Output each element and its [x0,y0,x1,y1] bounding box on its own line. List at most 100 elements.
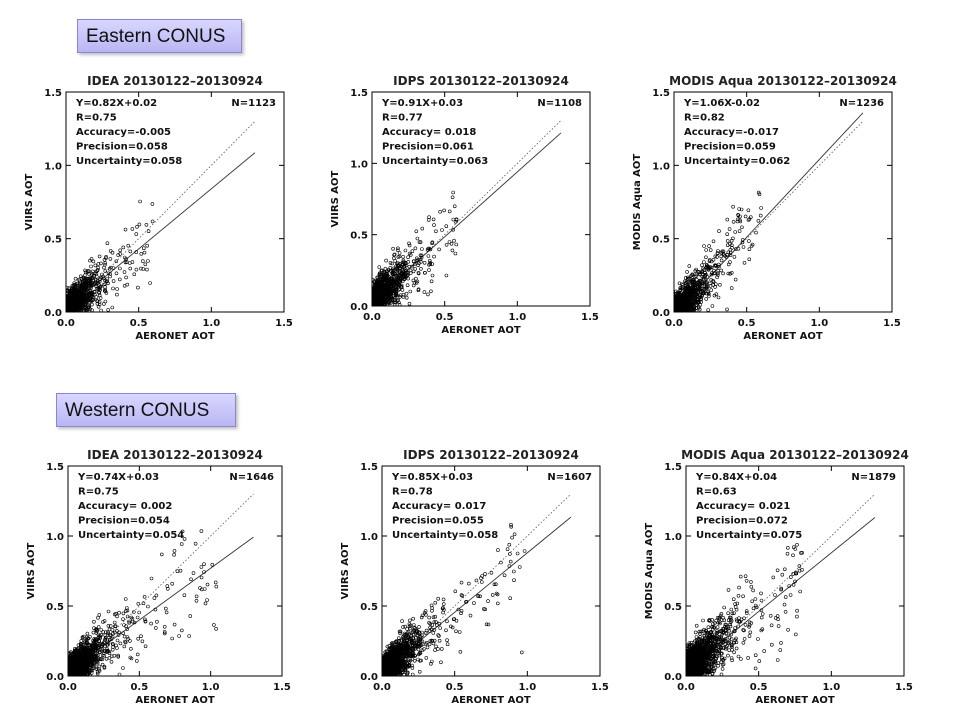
data-point [66,285,69,290]
data-point [737,229,742,233]
data-point [385,298,389,302]
data-point [410,249,415,253]
data-point [374,281,379,286]
data-point [146,229,151,233]
data-point [415,258,420,262]
data-point [90,308,94,312]
data-point [398,262,403,266]
data-point [393,296,398,300]
data-point [135,225,139,229]
data-point [414,229,419,234]
stats-line: Y=1.06X-0.02 [683,98,760,109]
data-point [66,295,69,300]
data-point [128,249,133,254]
data-point [437,247,441,252]
y-axis-label: VIIRS AOT [24,174,35,231]
data-point [96,632,101,637]
stats-line: Y=0.91X+0.03 [381,98,463,109]
data-point [743,214,748,219]
data-point [756,219,761,223]
data-point [131,619,135,624]
data-point [687,276,692,281]
data-point [689,301,694,306]
data-point [728,260,732,264]
data-point [402,263,407,268]
data-point [725,239,730,243]
data-point [729,286,734,290]
data-point [429,279,434,284]
data-point [711,271,716,276]
data-point [392,252,397,257]
data-point [377,294,382,299]
data-point [694,272,698,277]
data-point [681,283,685,287]
data-point [390,289,395,293]
data-point [707,259,712,263]
data-point [96,262,101,266]
x-tick-label: 1.0 [508,312,526,323]
data-point [379,288,384,292]
data-point [380,278,384,282]
y-tick-label: 0.0 [652,308,670,319]
data-point [719,268,723,273]
data-point [426,218,431,222]
data-point [214,584,219,589]
data-point [385,269,390,273]
data-point [706,308,710,312]
data-point [108,257,113,261]
data-point [420,247,424,251]
data-point [452,238,456,243]
data-point [716,271,720,275]
data-point [199,529,204,533]
data-point [97,293,102,298]
data-point [417,240,422,244]
data-point [403,248,408,253]
data-point [115,292,119,297]
data-point [410,264,414,269]
data-point [104,255,108,259]
data-point [707,292,711,296]
data-point [177,634,181,638]
data-point [113,630,117,635]
data-point [178,568,183,573]
data-point [89,257,94,261]
data-point [91,630,96,635]
data-point [711,279,715,283]
data-point [695,269,700,274]
data-point [372,302,375,306]
data-point [708,265,712,269]
data-point [391,273,396,277]
data-point [145,267,149,272]
chart-title: IDPS 20130122–20130924 [393,74,569,88]
data-point [739,207,744,212]
data-point [385,282,390,287]
data-point [148,281,152,285]
data-point [135,615,140,620]
data-point [146,259,150,263]
data-point [731,220,736,224]
data-point [118,277,122,282]
data-point [716,249,720,253]
stats-line: Precision=0.061 [382,142,474,153]
data-point [415,236,420,241]
data-point [720,249,725,254]
plot-frame [65,91,285,313]
data-point [742,261,747,265]
data-point [393,293,398,298]
data-point [701,291,705,296]
data-point [87,269,91,273]
data-point [682,309,687,312]
y-tick-label: 1.0 [652,161,670,172]
data-point [202,587,207,591]
one-to-one-line [674,121,864,312]
data-point [682,300,687,304]
data-point [732,255,737,259]
data-point [432,223,436,227]
data-point [698,282,702,286]
data-point [202,570,206,574]
x-tick-label: 0.5 [130,682,148,693]
y-axis-label: VIIRS AOT [26,543,37,600]
data-point [682,302,687,307]
data-point [447,240,452,244]
